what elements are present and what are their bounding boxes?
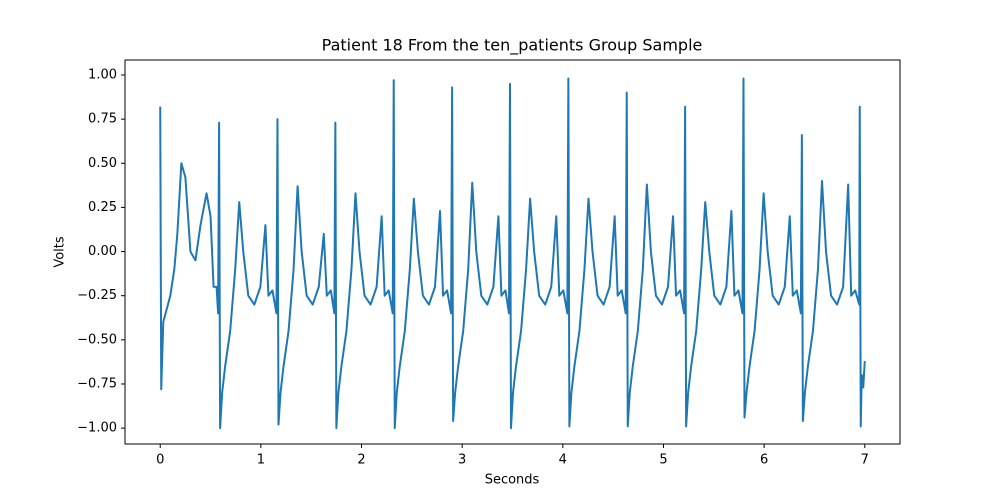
x-tick-label: 6 (760, 453, 768, 468)
x-tick-label: 2 (357, 453, 365, 468)
y-tick-label: 0.75 (88, 112, 117, 127)
x-tick-label: 0 (156, 453, 164, 468)
plot-frame (124, 59, 901, 445)
y-tick-label: 0.25 (88, 200, 117, 215)
x-tick-label: 1 (257, 453, 265, 468)
x-tick-label: 5 (659, 453, 667, 468)
chart-title: Patient 18 From the ten_patients Group S… (322, 36, 703, 56)
y-tick-label: 0.00 (88, 244, 117, 259)
line-series (159, 77, 866, 430)
y-tick-label: 1.00 (88, 68, 117, 83)
x-tick-label: 7 (861, 453, 869, 468)
y-tick-label: −0.50 (77, 332, 117, 347)
y-tick-label: −0.75 (77, 376, 117, 391)
y-tick-label: −0.25 (77, 288, 117, 303)
x-axis-label: Seconds (485, 473, 540, 488)
x-tick-label: 3 (458, 453, 466, 468)
x-tick-label: 4 (559, 453, 567, 468)
y-tick-label: −1.00 (77, 421, 117, 436)
y-tick-label: 0.50 (88, 156, 117, 171)
y-axis-label: Volts (53, 236, 68, 268)
